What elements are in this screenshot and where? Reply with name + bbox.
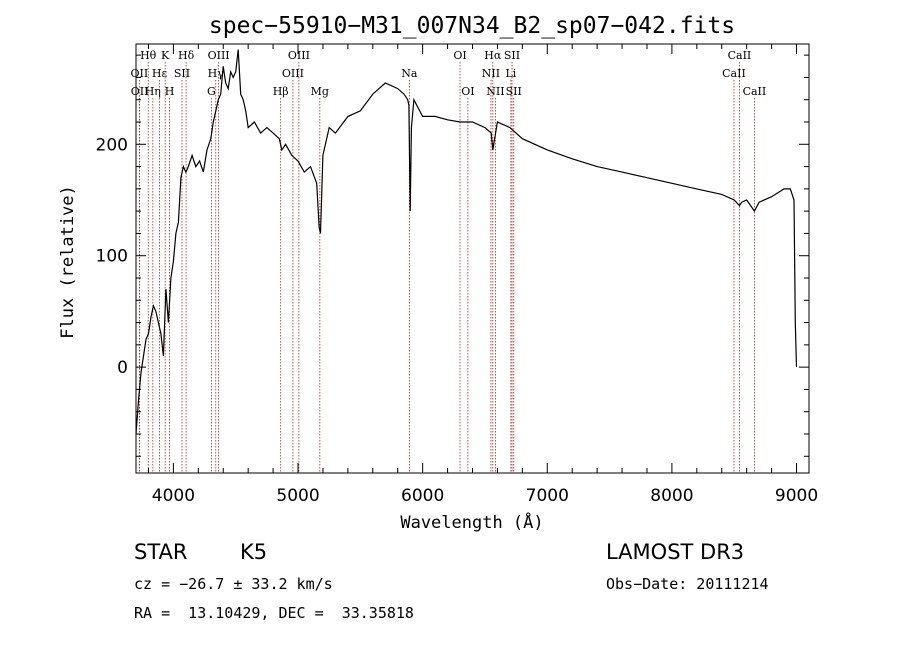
spectrum-line: [135, 49, 798, 435]
y-axis-label: Flux (relative): [58, 185, 78, 339]
line-label-19: Hα: [484, 49, 502, 62]
line-label-21: NII: [486, 85, 504, 98]
line-label-9: OIII: [208, 49, 230, 62]
y-axis: 0 100 200: [96, 54, 809, 457]
x-tick-label-3: 7000: [526, 486, 569, 506]
line-label-3: K: [161, 49, 170, 62]
line-markers: [138, 62, 755, 473]
x-tick-label-4: 8000: [650, 486, 693, 506]
survey-name: LAMOST DR3: [606, 540, 745, 564]
line-label-13: OIII: [282, 67, 304, 80]
line-label-26: CaII: [722, 67, 746, 80]
y-tick-label-1: 100: [96, 247, 128, 267]
line-label-16: Na: [401, 67, 418, 80]
line-label-10: Hγ: [208, 67, 225, 80]
line-label-0: Hθ: [140, 49, 157, 62]
line-label-25: CaII: [728, 49, 752, 62]
line-label-2: OII: [131, 85, 149, 98]
object-class: STAR: [134, 540, 188, 564]
line-label-15: Mg: [311, 85, 329, 98]
line-label-20: NII: [482, 67, 500, 80]
obs-date: Obs−Date: 20111214: [606, 575, 769, 593]
x-axis: 4000 5000 6000 7000 8000 9000: [147, 44, 818, 506]
y-tick-label-2: 200: [96, 135, 128, 155]
x-tick-label-5: 9000: [775, 486, 818, 506]
line-labels: Hθ OII OII K Hε Hη Hδ SII H OIII Hγ G OIII OIII Hβ Mg Na…: [131, 49, 767, 98]
x-axis-label: Wavelength (Å): [400, 511, 543, 533]
y-tick-label-0: 0: [117, 358, 128, 378]
line-label-12: OIII: [288, 49, 310, 62]
line-label-17: OI: [453, 49, 466, 62]
line-label-1: OII: [131, 67, 149, 80]
x-tick-label-0: 4000: [152, 486, 195, 506]
plot-frame: [135, 43, 810, 474]
line-label-27: CaII: [743, 85, 767, 98]
line-label-8: H: [165, 85, 175, 98]
line-label-6: Hδ: [178, 49, 195, 62]
x-tick-label-2: 6000: [401, 486, 444, 506]
line-label-7: SII: [174, 67, 190, 80]
x-tick-label-1: 5000: [276, 486, 319, 506]
line-label-23: Li: [505, 67, 516, 80]
line-label-4: Hε: [152, 67, 168, 80]
chart-title: spec−55910−M31_007N34_B2_sp07−042.fits: [209, 13, 735, 39]
coordinates: RA = 13.10429, DEC = 33.35818: [134, 604, 414, 622]
line-label-5: Hη: [145, 85, 161, 98]
line-label-18: OI: [461, 85, 474, 98]
line-label-14: Hβ: [273, 85, 289, 98]
line-label-22: SII: [504, 49, 520, 62]
redshift-readout: cz = −26.7 ± 33.2 km/s: [134, 575, 333, 593]
line-label-24: SII: [506, 85, 522, 98]
object-subclass: K5: [240, 540, 268, 564]
line-label-11: G: [207, 85, 216, 98]
